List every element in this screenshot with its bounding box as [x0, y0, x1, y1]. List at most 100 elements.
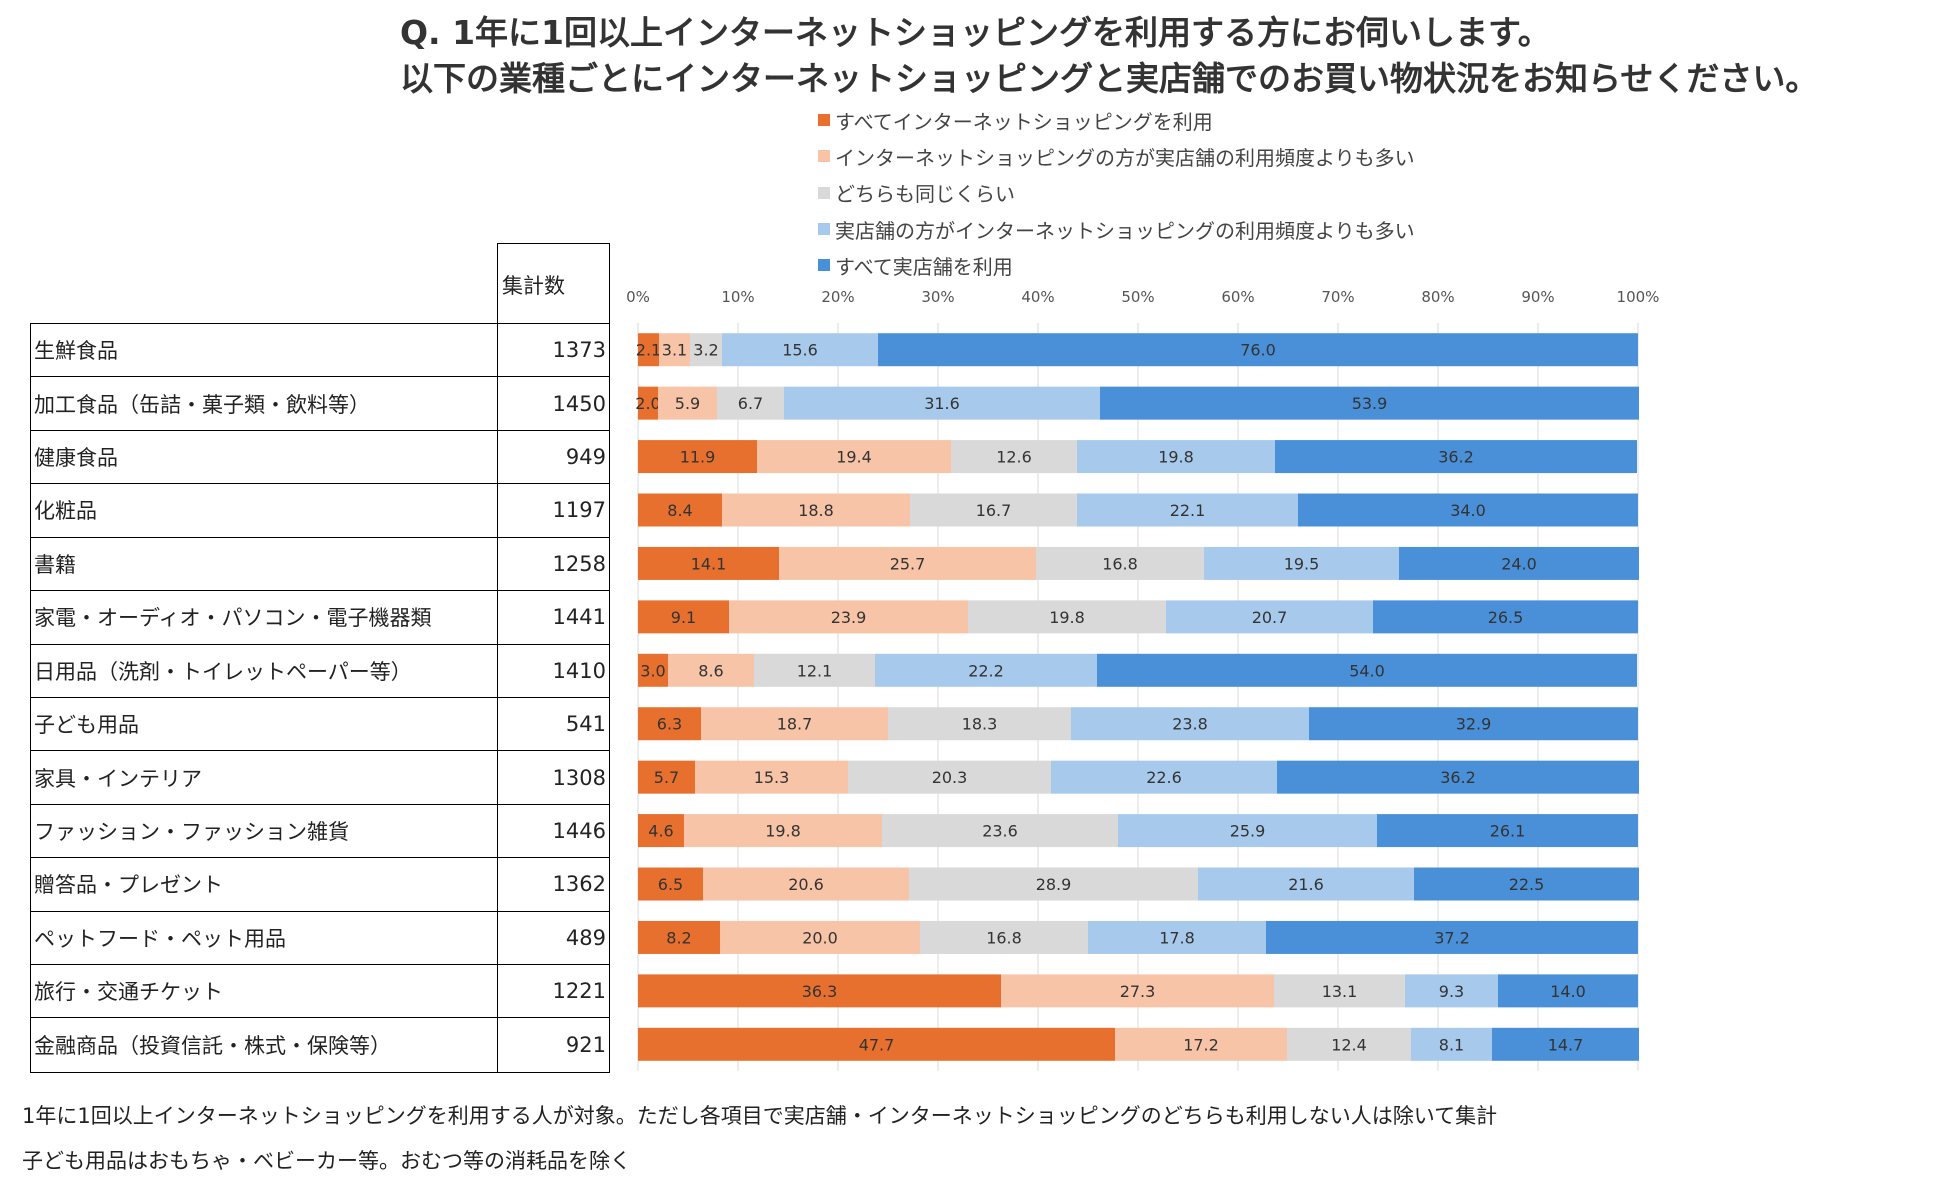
data-label: 26.5: [1488, 608, 1524, 627]
bar-segment: [888, 707, 1071, 741]
bar-segment: [638, 493, 722, 527]
row-count: 1197: [552, 498, 606, 523]
data-label: 19.8: [765, 822, 801, 841]
row-count: 1446: [552, 819, 606, 843]
row-label: ペットフード・ペット用品: [31, 911, 498, 965]
data-label: 21.6: [1288, 875, 1324, 894]
data-label: 12.4: [1331, 1035, 1367, 1054]
legend-item: 実店舗の方がインターネットショッピングの利用頻度よりも多い: [818, 211, 1415, 247]
data-label: 6.5: [658, 875, 683, 894]
data-label: 19.8: [1049, 608, 1085, 627]
data-label: 22.5: [1509, 875, 1545, 894]
x-tick-label: 80%: [1421, 288, 1454, 306]
row-count: 489: [565, 925, 606, 950]
bar-segment: [1411, 1027, 1492, 1061]
data-label: 47.7: [859, 1035, 895, 1054]
row-count: 1362: [552, 872, 606, 897]
bar-segment: [1115, 1027, 1287, 1061]
row-label: 家電・オーディオ・パソコン・電子機器類: [31, 591, 498, 644]
footnote-2: 子ども用品はおもちゃ・ベビーカー等。おむつ等の消耗品を除く: [22, 1149, 631, 1173]
bar-segment: [638, 1027, 1115, 1061]
row-label: 書籍: [31, 537, 498, 591]
data-label: 15.3: [754, 768, 790, 787]
x-tick-label: 100%: [1617, 288, 1660, 306]
data-label: 32.9: [1456, 715, 1492, 734]
data-label: 15.6: [782, 341, 818, 360]
bar-segment: [1377, 814, 1638, 848]
bar-segment: [720, 920, 920, 954]
data-label: 37.2: [1434, 928, 1470, 947]
data-label: 24.0: [1501, 554, 1537, 573]
row-count: 1308: [552, 765, 606, 790]
row-label: 家具・インテリア: [31, 751, 498, 804]
data-label: 14.0: [1550, 982, 1586, 1001]
data-label: 23.9: [831, 608, 867, 627]
bar-segment: [638, 760, 695, 794]
bar-segment: [920, 920, 1088, 954]
bar-segment: [1198, 867, 1414, 901]
table-row: 健康食品 949: [31, 430, 609, 485]
bar-segment: [638, 707, 701, 741]
row-count: 1258: [552, 551, 606, 576]
data-label: 3.1: [662, 341, 687, 360]
table-row: 贈答品・プレゼント 1362: [31, 858, 609, 912]
bar-segment: [878, 333, 1638, 367]
x-tick-label: 0%: [626, 288, 650, 306]
data-label: 18.8: [798, 501, 834, 520]
legend-swatch: [818, 259, 830, 272]
table-body: 生鮮食品 1373 加工食品（缶詰・菓子類・飲料等） 1450 健康食品 949 化粧品 11…: [30, 323, 610, 1073]
data-label: 18.7: [777, 715, 813, 734]
row-label: 化粧品: [31, 484, 498, 537]
table-row: ファッション・ファッション雑貨 1446: [31, 804, 609, 859]
data-label: 19.4: [836, 448, 872, 467]
data-label: 14.7: [1548, 1035, 1584, 1054]
bar-segment: [1097, 653, 1637, 687]
table-row: 加工食品（缶詰・菓子類・飲料等） 1450: [31, 377, 609, 431]
x-tick-label: 70%: [1321, 288, 1354, 306]
row-count: 1441: [552, 605, 606, 630]
bar-segment: [1298, 493, 1638, 527]
bar-segment: [848, 760, 1051, 794]
data-label: 19.8: [1158, 448, 1194, 467]
bar-segment: [1088, 920, 1266, 954]
bar-segment: [754, 653, 875, 687]
data-label: 5.9: [675, 394, 700, 413]
x-tick-label: 50%: [1121, 288, 1154, 306]
data-label: 36.2: [1440, 768, 1476, 787]
bar-segment: [1309, 707, 1638, 741]
bar-segment: [1266, 920, 1638, 954]
data-label: 4.6: [648, 822, 673, 841]
data-label: 5.7: [654, 768, 679, 787]
data-label: 11.9: [680, 448, 716, 467]
title-line-1: Q. 1年に1回以上インターネットショッピングを利用する方にお伺いします。: [400, 13, 1551, 52]
row-count: 1221: [552, 979, 606, 1004]
table-row: 金融商品（投資信託・株式・保険等） 921: [31, 1018, 609, 1072]
legend-swatch: [818, 150, 830, 163]
bar-segment: [1118, 814, 1377, 848]
data-label: 17.2: [1183, 1035, 1219, 1054]
bar-segment: [690, 333, 722, 367]
bar-segment: [638, 814, 684, 848]
legend-item: すべてインターネットショッピングを利用: [818, 102, 1415, 138]
bar-segment: [882, 814, 1118, 848]
bar-segment: [638, 333, 659, 367]
data-label: 6.7: [738, 394, 763, 413]
bar-segment: [1100, 386, 1639, 420]
data-label: 27.3: [1120, 982, 1156, 1001]
bar-segment: [695, 760, 848, 794]
row-label: 生鮮食品: [31, 324, 498, 377]
data-label: 20.0: [802, 928, 838, 947]
bar-segment: [1275, 440, 1637, 474]
bar-segment: [1166, 600, 1373, 634]
bar-segment: [1204, 546, 1399, 580]
bar-segment: [638, 653, 668, 687]
stacked-bar-chart: 0% 10% 20% 30% 40% 50% 60% 70% 80% 90% 100% 2.1 3.1 3…: [626, 288, 1660, 1072]
row-label: ファッション・ファッション雑貨: [31, 804, 498, 858]
data-label: 18.3: [962, 715, 998, 734]
legend: すべてインターネットショッピングを利用 インターネットショッピングの方が実店舗の…: [818, 102, 1415, 283]
data-label: 22.1: [1170, 501, 1206, 520]
data-label: 19.5: [1284, 554, 1320, 573]
legend-swatch: [818, 186, 830, 199]
table-row: 家具・インテリア 1308: [31, 751, 609, 805]
bar-segment: [875, 653, 1097, 687]
